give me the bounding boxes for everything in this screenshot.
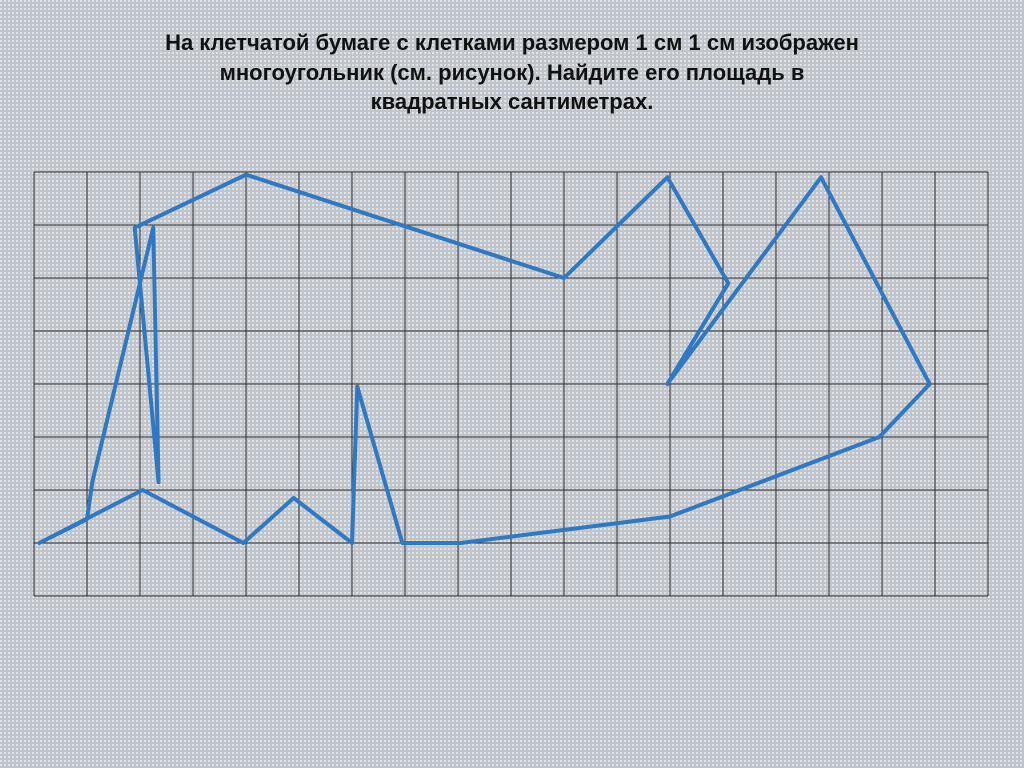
title-line-1: На клетчатой бумаге с клетками размером …	[48, 28, 976, 58]
title-line-3: квадратных сантиметрах.	[48, 87, 976, 117]
polygon-shape	[39, 175, 929, 543]
figure-area	[32, 170, 990, 598]
grid	[34, 172, 988, 596]
title-line-2: многоугольник (см. рисунок). Найдите его…	[48, 58, 976, 88]
problem-title: На клетчатой бумаге с клетками размером …	[0, 28, 1024, 117]
grid-polygon-svg	[32, 170, 990, 598]
